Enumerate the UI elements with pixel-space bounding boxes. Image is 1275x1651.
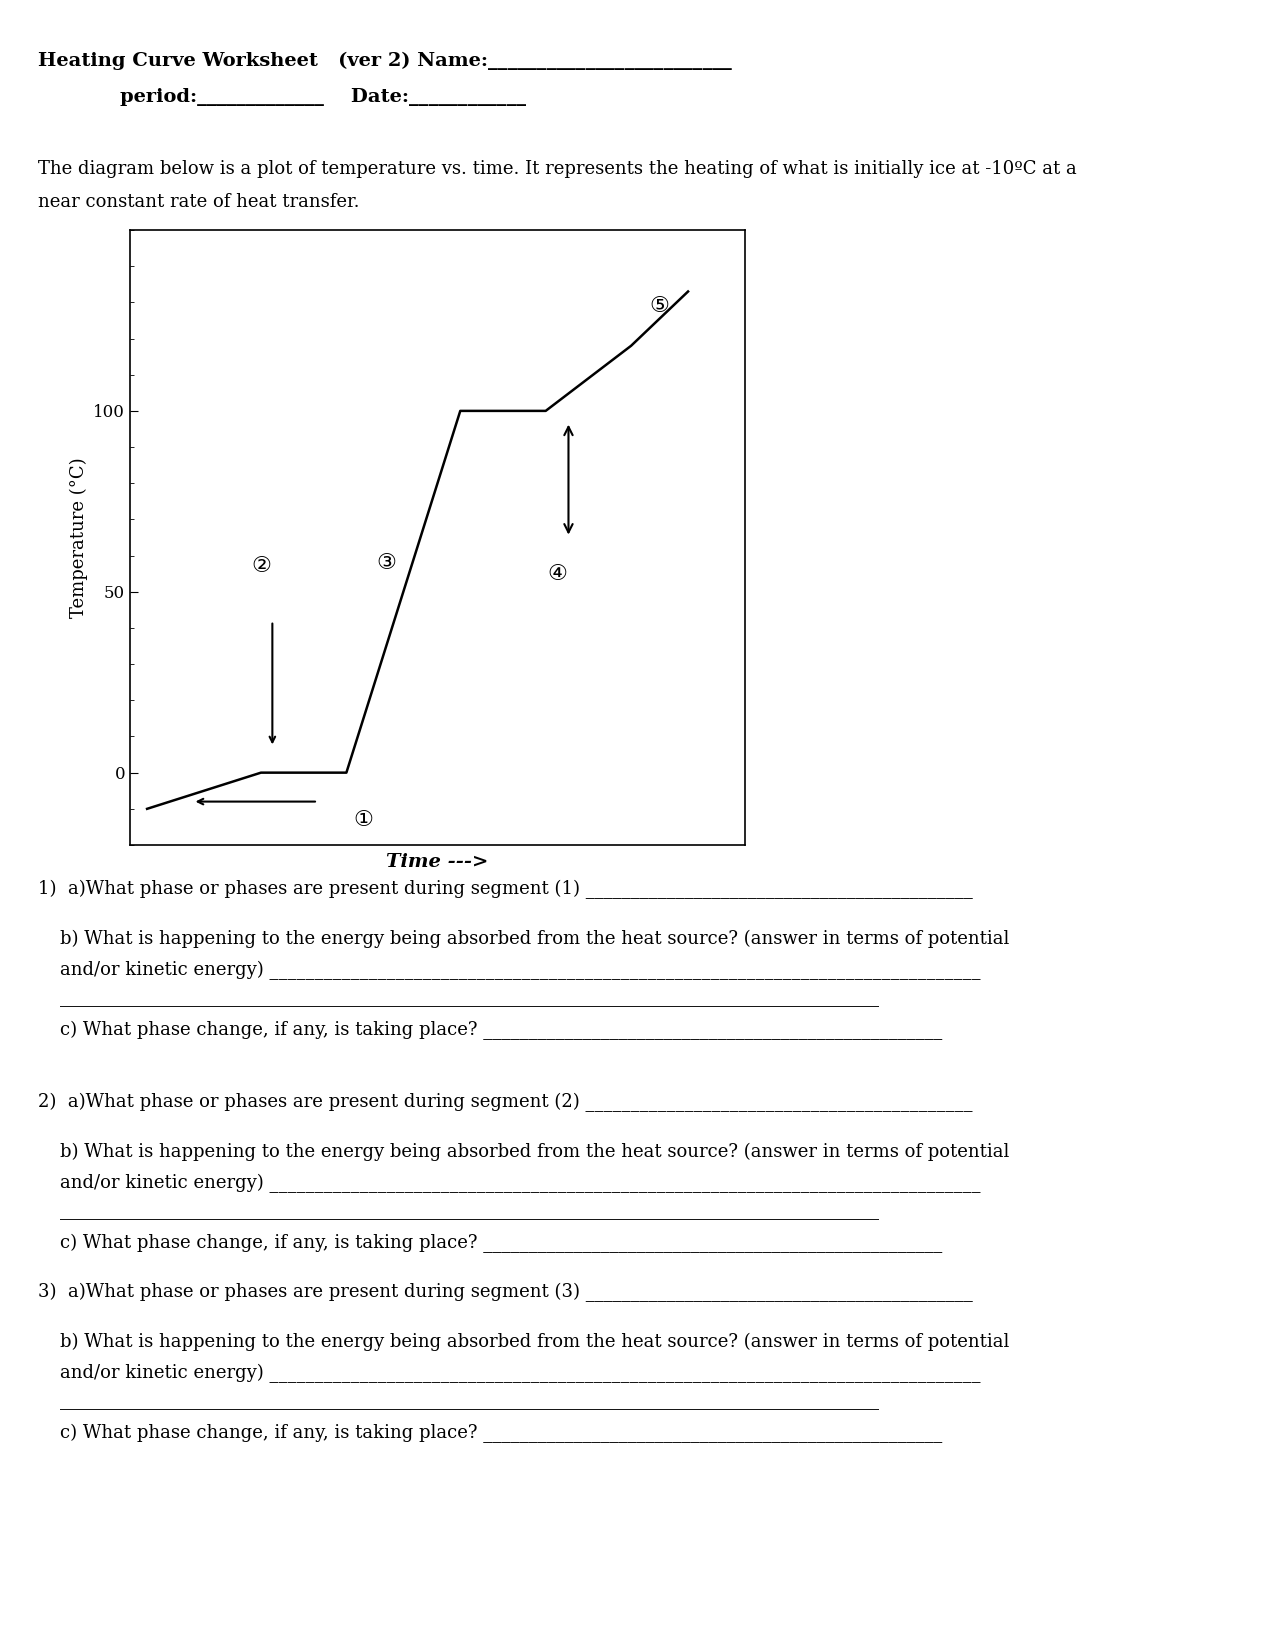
Text: near constant rate of heat transfer.: near constant rate of heat transfer. (38, 193, 360, 211)
Text: and/or kinetic energy) _________________________________________________________: and/or kinetic energy) _________________… (60, 1364, 980, 1384)
Text: ________________________________________________________________________________: ________________________________________… (60, 989, 878, 1007)
Text: ________________________________________________________________________________: ________________________________________… (60, 1392, 878, 1410)
Text: ②: ② (251, 556, 272, 576)
Text: Heating Curve Worksheet   (ver 2) Name:_________________________: Heating Curve Worksheet (ver 2) Name:___… (38, 51, 732, 71)
Text: c) What phase change, if any, is taking place? _________________________________: c) What phase change, if any, is taking … (60, 1423, 942, 1443)
Text: The diagram below is a plot of temperature vs. time. It represents the heating o: The diagram below is a plot of temperatu… (38, 160, 1077, 178)
Text: b) What is happening to the energy being absorbed from the heat source? (answer : b) What is happening to the energy being… (60, 1142, 1010, 1161)
X-axis label: Time --->: Time ---> (386, 854, 488, 872)
Y-axis label: Temperature (°C): Temperature (°C) (69, 457, 88, 617)
Text: period:_____________    Date:____________: period:_____________ Date:____________ (120, 88, 527, 106)
Text: c) What phase change, if any, is taking place? _________________________________: c) What phase change, if any, is taking … (60, 1020, 942, 1040)
Text: and/or kinetic energy) _________________________________________________________: and/or kinetic energy) _________________… (60, 1174, 980, 1194)
Text: ________________________________________________________________________________: ________________________________________… (60, 1202, 878, 1220)
Text: ⑤: ⑤ (649, 296, 669, 315)
Text: b) What is happening to the energy being absorbed from the heat source? (answer : b) What is happening to the energy being… (60, 930, 1010, 948)
Text: c) What phase change, if any, is taking place? _________________________________: c) What phase change, if any, is taking … (60, 1233, 942, 1253)
Text: 2)  a)What phase or phases are present during segment (2) ______________________: 2) a)What phase or phases are present du… (38, 1093, 973, 1113)
Text: b) What is happening to the energy being absorbed from the heat source? (answer : b) What is happening to the energy being… (60, 1332, 1010, 1351)
Text: 1)  a)What phase or phases are present during segment (1) ______________________: 1) a)What phase or phases are present du… (38, 880, 973, 900)
Text: and/or kinetic energy) _________________________________________________________: and/or kinetic energy) _________________… (60, 961, 980, 979)
Text: ④: ④ (547, 563, 567, 584)
Text: 3)  a)What phase or phases are present during segment (3) ______________________: 3) a)What phase or phases are present du… (38, 1283, 973, 1303)
Text: ①: ① (353, 809, 374, 830)
Text: ③: ③ (376, 553, 397, 573)
